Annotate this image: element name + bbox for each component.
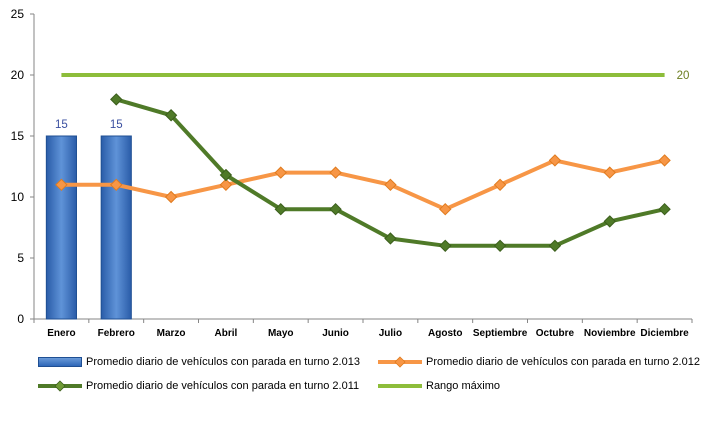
series-2011-point [110, 93, 123, 106]
series-2012-point [274, 166, 287, 179]
series-2011-line [115, 97, 666, 248]
series-2011-point [329, 202, 342, 216]
series-2012-point [329, 166, 342, 179]
series-2012-point [164, 190, 178, 204]
series-2011-point [439, 239, 452, 253]
legend-label: Promedio diario de vehículos con parada … [86, 356, 360, 368]
series-2012-line [61, 158, 666, 212]
series-2012-point [548, 154, 562, 167]
series-2012-point [384, 178, 397, 192]
rango-data-label: 20 [677, 70, 690, 82]
series-2011-point [274, 202, 287, 216]
legend: Promedio diario de vehículos con parada … [0, 350, 712, 400]
series-2012-point [219, 178, 233, 192]
legend-label: Promedio diario de vehículos con parada … [426, 356, 700, 368]
x-tick-label: Julio [379, 328, 402, 339]
y-axis: 0 5 10 15 20 25 [11, 7, 35, 326]
series-2011-point [493, 239, 507, 253]
x-axis: Enero Febrero Marzo Abril Mayo Junio Julio Agos… [33, 318, 693, 339]
series-2011-point [658, 202, 671, 216]
legend-swatch-line [378, 355, 422, 369]
bar-data-label: 15 [110, 119, 123, 131]
series-2011-point [164, 109, 178, 122]
x-tick-label: Junio [322, 328, 349, 339]
series-2011-point [603, 215, 616, 228]
legend-item-2012: Promedio diario de vehículos con parada … [378, 354, 700, 370]
legend-swatch-line [378, 379, 422, 393]
legend-label: Rango máximo [426, 380, 500, 392]
legend-label: Promedio diario de vehículos con parada … [86, 380, 360, 392]
y-tick-label: 10 [11, 190, 25, 204]
bar [45, 135, 77, 320]
y-tick-label: 20 [11, 68, 25, 82]
x-tick-label: Marzo [157, 328, 186, 339]
series-2012-point [658, 154, 671, 167]
legend-item-rango: Rango máximo [378, 378, 500, 394]
x-tick-label: Octubre [536, 328, 575, 339]
x-tick-label: Septiembre [473, 328, 528, 339]
y-tick-label: 25 [11, 7, 25, 21]
series-2012-point [439, 202, 452, 216]
series-2012-point [110, 178, 123, 192]
x-tick-label: Mayo [268, 328, 294, 339]
legend-swatch-bar [38, 355, 82, 369]
legend-swatch-line [38, 379, 82, 393]
bar-data-label: 15 [55, 119, 68, 131]
bar [100, 135, 132, 320]
y-tick-label: 15 [11, 129, 25, 143]
plot-area: 15 15 20 [45, 70, 690, 320]
x-tick-label: Abril [215, 328, 238, 339]
series-2012-point [493, 178, 507, 192]
series-2012-point [55, 178, 68, 192]
y-tick-label: 0 [17, 312, 24, 326]
x-tick-label: Febrero [98, 328, 135, 339]
y-tick-label: 5 [17, 251, 24, 265]
x-tick-label: Noviembre [584, 328, 636, 339]
series-2012-point [603, 166, 616, 179]
x-tick-label: Agosto [428, 328, 462, 339]
series-2011-point [219, 168, 233, 182]
series-2011-point [548, 239, 562, 253]
x-tick-label: Enero [47, 328, 75, 339]
series-2011-point [384, 232, 397, 245]
legend-item-2013: Promedio diario de vehículos con parada … [38, 354, 360, 370]
legend-item-2011: Promedio diario de vehículos con parada … [38, 378, 359, 394]
x-tick-label: Diciembre [640, 328, 689, 339]
